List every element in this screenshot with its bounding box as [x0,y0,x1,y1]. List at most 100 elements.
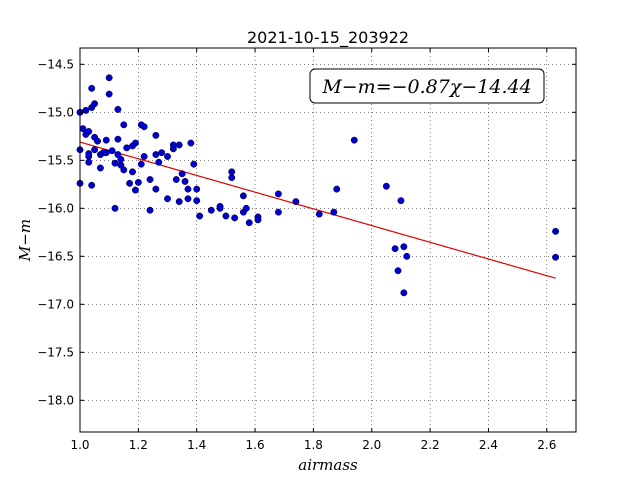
data-point [146,206,154,214]
data-point [333,185,341,193]
data-point [129,168,136,176]
data-point [315,210,323,218]
data-point [155,158,163,166]
data-point [82,106,90,114]
data-point [137,160,145,168]
data-point [96,164,104,172]
data-point [382,182,390,190]
data-point [140,123,148,131]
data-point [102,136,110,144]
data-point [172,176,180,183]
data-point [403,252,411,260]
y-tick-label: −14.5 [37,57,74,71]
data-point [222,212,230,220]
data-point [117,155,125,163]
data-point [105,90,113,98]
annotation-box [309,68,545,104]
data-point [274,190,282,198]
data-point [228,168,236,176]
data-point [152,151,160,159]
data-point [91,100,99,108]
data-point [105,74,113,82]
data-point [196,212,204,220]
data-point [158,149,166,157]
data-point [394,267,402,275]
data-point [120,121,128,129]
data-point [193,185,201,193]
chart-title: 2021-10-15_203922 [247,28,409,48]
x-tick-label: 2.2 [421,438,440,452]
y-tick-label: −17.5 [37,345,74,359]
data-point [216,202,224,210]
data-point [88,84,96,92]
data-point [254,216,262,224]
data-point [274,208,282,216]
data-point [187,139,195,147]
data-point [152,131,160,139]
x-tick-label: 1.4 [187,438,206,452]
y-tick-label: −15.0 [37,105,74,119]
x-tick-label: 2.4 [479,438,498,452]
data-point [91,146,99,154]
data-point [242,204,250,212]
data-point [552,227,560,235]
data-point [350,136,358,144]
data-point [164,153,171,160]
data-point [94,137,101,145]
data-point [126,179,134,187]
data-point [134,178,142,186]
data-point [184,195,192,203]
data-point [181,177,189,185]
data-point [178,170,186,178]
data-point [152,185,160,193]
x-tick-label: 1.8 [304,438,323,452]
y-tick-label: −17.0 [37,297,74,311]
data-point [245,219,253,227]
data-point [120,166,128,174]
data-point [123,144,131,152]
data-point [79,125,87,133]
data-point [85,150,93,158]
data-point [140,153,148,160]
data-point [111,204,119,212]
x-tick-label: 1.2 [129,438,148,452]
data-point [111,159,119,167]
x-axis-label: airmass [298,456,358,474]
data-point [85,158,93,166]
plot-frame [79,47,577,433]
data-point [184,185,192,193]
y-tick-label: −16.5 [37,249,74,263]
data-point [330,208,338,216]
x-tick-label: 2.6 [537,438,556,452]
data-point [190,160,198,168]
data-point [292,198,300,206]
fit-equation: M−m=−0.87χ−14.44 [321,76,531,98]
data-point [207,206,215,214]
data-point [131,139,139,147]
data-point [175,141,183,149]
x-axis-ticks: 1.0 1.2 1.4 1.6 1.8 2.0 2.2 2.4 2.6 [70,48,556,452]
y-tick-label: −16.0 [37,201,74,215]
y-tick-label: −15.5 [37,153,74,167]
data-point [88,181,96,189]
data-point [114,135,122,143]
grid-lines [79,48,576,432]
y-axis-label: M−m [16,219,34,262]
data-point [108,147,116,155]
data-point [193,197,201,205]
data-point [391,245,399,253]
data-point [552,253,560,261]
data-point [131,186,139,194]
data-point [400,243,408,251]
data-point [85,128,93,135]
data-points [76,74,560,297]
y-tick-label: −18.0 [37,393,74,407]
data-point [239,192,247,200]
data-point [400,289,408,297]
data-point [175,198,183,206]
data-point [114,105,122,113]
x-tick-label: 1.6 [246,438,265,452]
data-point [146,176,154,183]
data-point [397,197,405,205]
